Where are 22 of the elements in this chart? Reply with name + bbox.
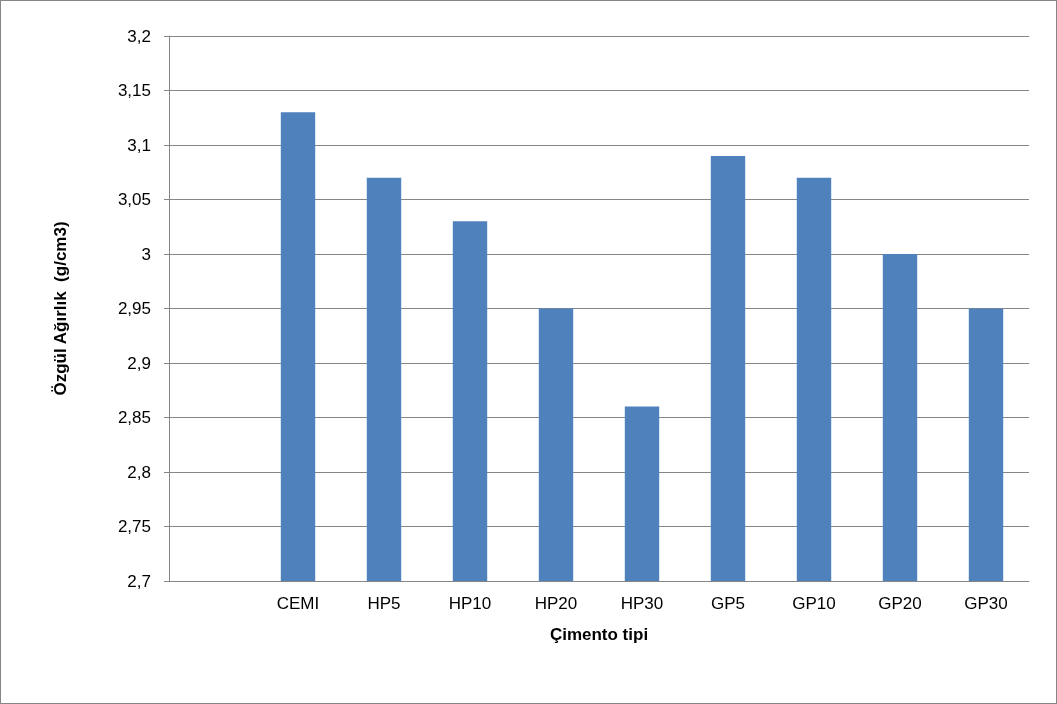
x-axis-title: Çimento tipi bbox=[549, 625, 649, 644]
y-tick-label: 2,9 bbox=[127, 353, 151, 373]
y-tick-label: 3,15 bbox=[117, 81, 151, 100]
y-tick-label: 3,05 bbox=[117, 190, 151, 209]
y-tick-label: 2,75 bbox=[117, 517, 151, 536]
x-tick-label: GP10 bbox=[792, 594, 836, 613]
y-tick-label: 3 bbox=[141, 244, 151, 264]
x-tick-label: CEMI bbox=[276, 594, 320, 613]
x-tick-label: HP5 bbox=[367, 594, 401, 613]
x-tick-label: GP20 bbox=[878, 594, 922, 613]
y-tick-label: 2,85 bbox=[117, 408, 151, 427]
x-tick-label: HP30 bbox=[620, 594, 664, 613]
y-tick-label: 3,1 bbox=[127, 135, 151, 155]
y-tick-label: 2,7 bbox=[127, 571, 151, 591]
x-tick-label: GP5 bbox=[710, 594, 746, 613]
x-tick-label: HP10 bbox=[448, 594, 492, 613]
x-tick-label: HP20 bbox=[534, 594, 578, 613]
y-tick-label: 2,95 bbox=[117, 299, 151, 318]
y-axis-title: Özgül Ağırlık (g/cm3) bbox=[51, 221, 70, 396]
y-tick-label: 3,2 bbox=[127, 26, 151, 46]
x-tick-label: GP30 bbox=[964, 594, 1008, 613]
y-tick-label: 2,8 bbox=[127, 462, 151, 482]
